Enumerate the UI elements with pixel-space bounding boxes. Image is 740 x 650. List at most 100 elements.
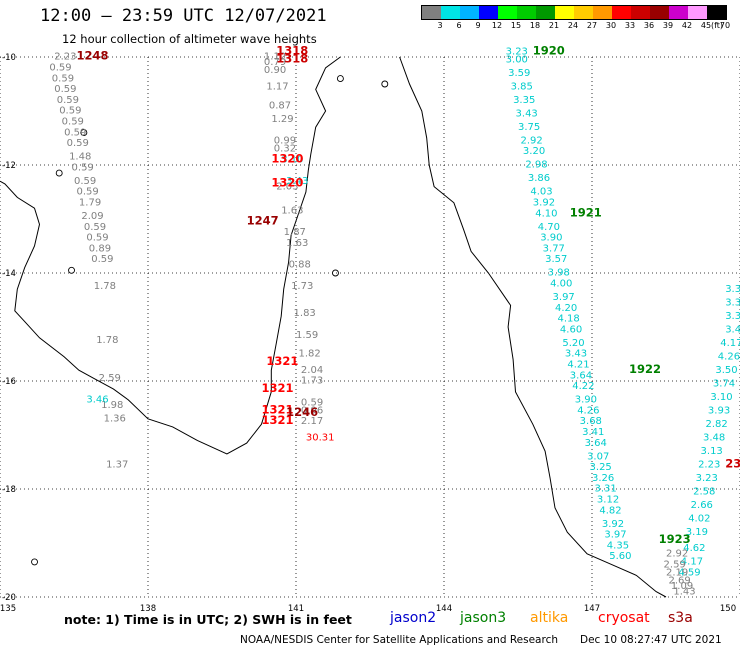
legend-s3a: s3a: [668, 610, 693, 626]
wave-height-label: 3.77: [543, 243, 565, 254]
wave-height-label: 3.23: [696, 473, 718, 484]
wave-height-label: 4.70: [538, 222, 560, 233]
wave-height-label: 0.59: [91, 254, 113, 265]
wave-height-label: 1.78: [94, 281, 116, 292]
wave-height-label: 4.62: [683, 543, 705, 554]
wave-height-label: 3.74: [713, 378, 735, 389]
track-time-label: 23: [725, 456, 740, 470]
coastline-east: [399, 56, 667, 598]
wave-height-label: 4.17: [681, 557, 703, 568]
wave-height-label: 3.23: [506, 46, 528, 57]
track-time-label: 1920: [533, 43, 565, 57]
wave-height-label: 4.26: [718, 351, 740, 362]
colorbar-label: 42: [681, 21, 693, 30]
wave-height-label: 2.19: [666, 567, 688, 578]
y-tick-label: -12: [2, 161, 16, 171]
island-outline: [332, 269, 339, 277]
wave-height-label: 3.64: [585, 438, 607, 449]
colorbar-label: 45: [700, 21, 712, 30]
wave-height-label: 3.90: [575, 395, 597, 406]
wave-height-label: 4.26: [577, 405, 599, 416]
colorbar-label: 18: [529, 21, 541, 30]
island-outline: [31, 558, 38, 566]
chart-subtitle: 12 hour collection of altimeter wave hei…: [62, 32, 317, 46]
island-outline: [80, 129, 88, 137]
colorbar-label: 30: [605, 21, 617, 30]
wave-height-label: 0.87: [269, 100, 291, 111]
colorbar-unit: (ft): [711, 21, 724, 30]
wave-height-label: 3.35: [513, 95, 535, 106]
wave-height-label: 1.78: [96, 335, 118, 346]
wave-height-label: 1.12: [264, 52, 286, 63]
wave-height-label: 0.88: [289, 260, 311, 271]
wave-height-label: 3.41: [582, 427, 604, 438]
wave-height-label: 2.04: [301, 365, 323, 376]
chart-title: 12:00 – 23:59 UTC 12/07/2021: [40, 6, 327, 26]
colorbar-swatch: [536, 6, 555, 19]
wave-height-label: 3.93: [708, 405, 730, 416]
wave-height-label: 1.37: [106, 459, 128, 470]
track-time-label: 1321: [261, 381, 293, 395]
wave-height-label: 0.59: [52, 73, 74, 84]
wave-height-label: 1.98: [101, 400, 123, 411]
x-tick-label: 135: [0, 604, 16, 614]
footer-note: note: 1) Time is in UTC; 2) SWH is in fe…: [64, 612, 352, 627]
wave-height-label: 3.57: [545, 254, 567, 265]
colorbar-label: 3: [437, 21, 443, 30]
wave-height-label: 4.20: [555, 303, 577, 314]
wave-height-label: 2.92: [666, 549, 688, 560]
wave-height-label: 2.98: [525, 160, 547, 171]
wave-height-label: 3.50: [715, 365, 737, 376]
credit-date: Dec 10 08:27:47 UTC 2021: [580, 634, 722, 646]
wave-height-label: 3.13: [701, 446, 723, 457]
wave-height-label: 0.89: [89, 243, 111, 254]
wave-height-label: 4.21: [567, 360, 589, 371]
wave-height-label: 0.59: [57, 95, 79, 106]
colorbar-label: 24: [567, 21, 579, 30]
colorbar-labels: 3 6 9 12 15 18 21 24 27 30 33 36 39 42 45 70: [421, 21, 731, 33]
wave-height-label: 1.82: [298, 349, 320, 360]
wave-height-label: 0.90: [264, 65, 286, 76]
wave-height-label: 1.63: [286, 238, 308, 249]
wave-height-label: 2.23: [54, 52, 76, 63]
wave-height-label: 3.12: [597, 495, 619, 506]
colorbar-swatch: [517, 6, 536, 19]
y-tick-label: -14: [2, 269, 16, 279]
wave-height-label: 2.58: [693, 486, 715, 497]
colorbar-swatch: [441, 6, 460, 19]
wave-height-label: 1.17: [266, 81, 288, 92]
wave-height-label: 4.00: [550, 279, 572, 290]
wave-height-label: 2.09: [81, 211, 103, 222]
colorbar-label: 21: [548, 21, 560, 30]
island-outline: [381, 80, 389, 88]
wave-height-label: 4.02: [688, 513, 710, 524]
wave-height-label: 0.59: [301, 397, 323, 408]
wave-height-label: 0.59: [64, 127, 86, 138]
wave-height-label: 3.97: [604, 530, 626, 541]
wave-height-label: 4.82: [599, 505, 621, 516]
wave-height-label: 3.07: [587, 451, 609, 462]
wave-height-label: 5.60: [609, 551, 631, 562]
wave-height-label: 1.59: [296, 330, 318, 341]
track-time-label: 1320: [271, 151, 303, 165]
colorbar-label: 33: [624, 21, 636, 30]
wave-height-label: 1.63: [281, 206, 303, 217]
colorbar-swatch: [669, 6, 688, 19]
colorbar-label: 36: [643, 21, 655, 30]
wave-height-label: 3.19: [686, 527, 708, 538]
colorbar-swatch: [498, 6, 517, 19]
wave-height-label: 0.59: [54, 84, 76, 95]
colorbar-swatch: [422, 6, 441, 19]
wave-height-label: 3.68: [580, 416, 602, 427]
wave-height-label: 3.43: [516, 108, 538, 119]
wave-height-label: 3.92: [533, 198, 555, 209]
colorbar-swatch: [479, 6, 498, 19]
colorbar-swatch: [612, 6, 631, 19]
wave-height-label: 3.86: [528, 173, 550, 184]
wave-height-label: 3.64: [570, 370, 592, 381]
wave-height-label: 3.85: [511, 81, 533, 92]
y-tick-label: -20: [2, 593, 16, 603]
wave-height-label: 2.23: [698, 459, 720, 470]
